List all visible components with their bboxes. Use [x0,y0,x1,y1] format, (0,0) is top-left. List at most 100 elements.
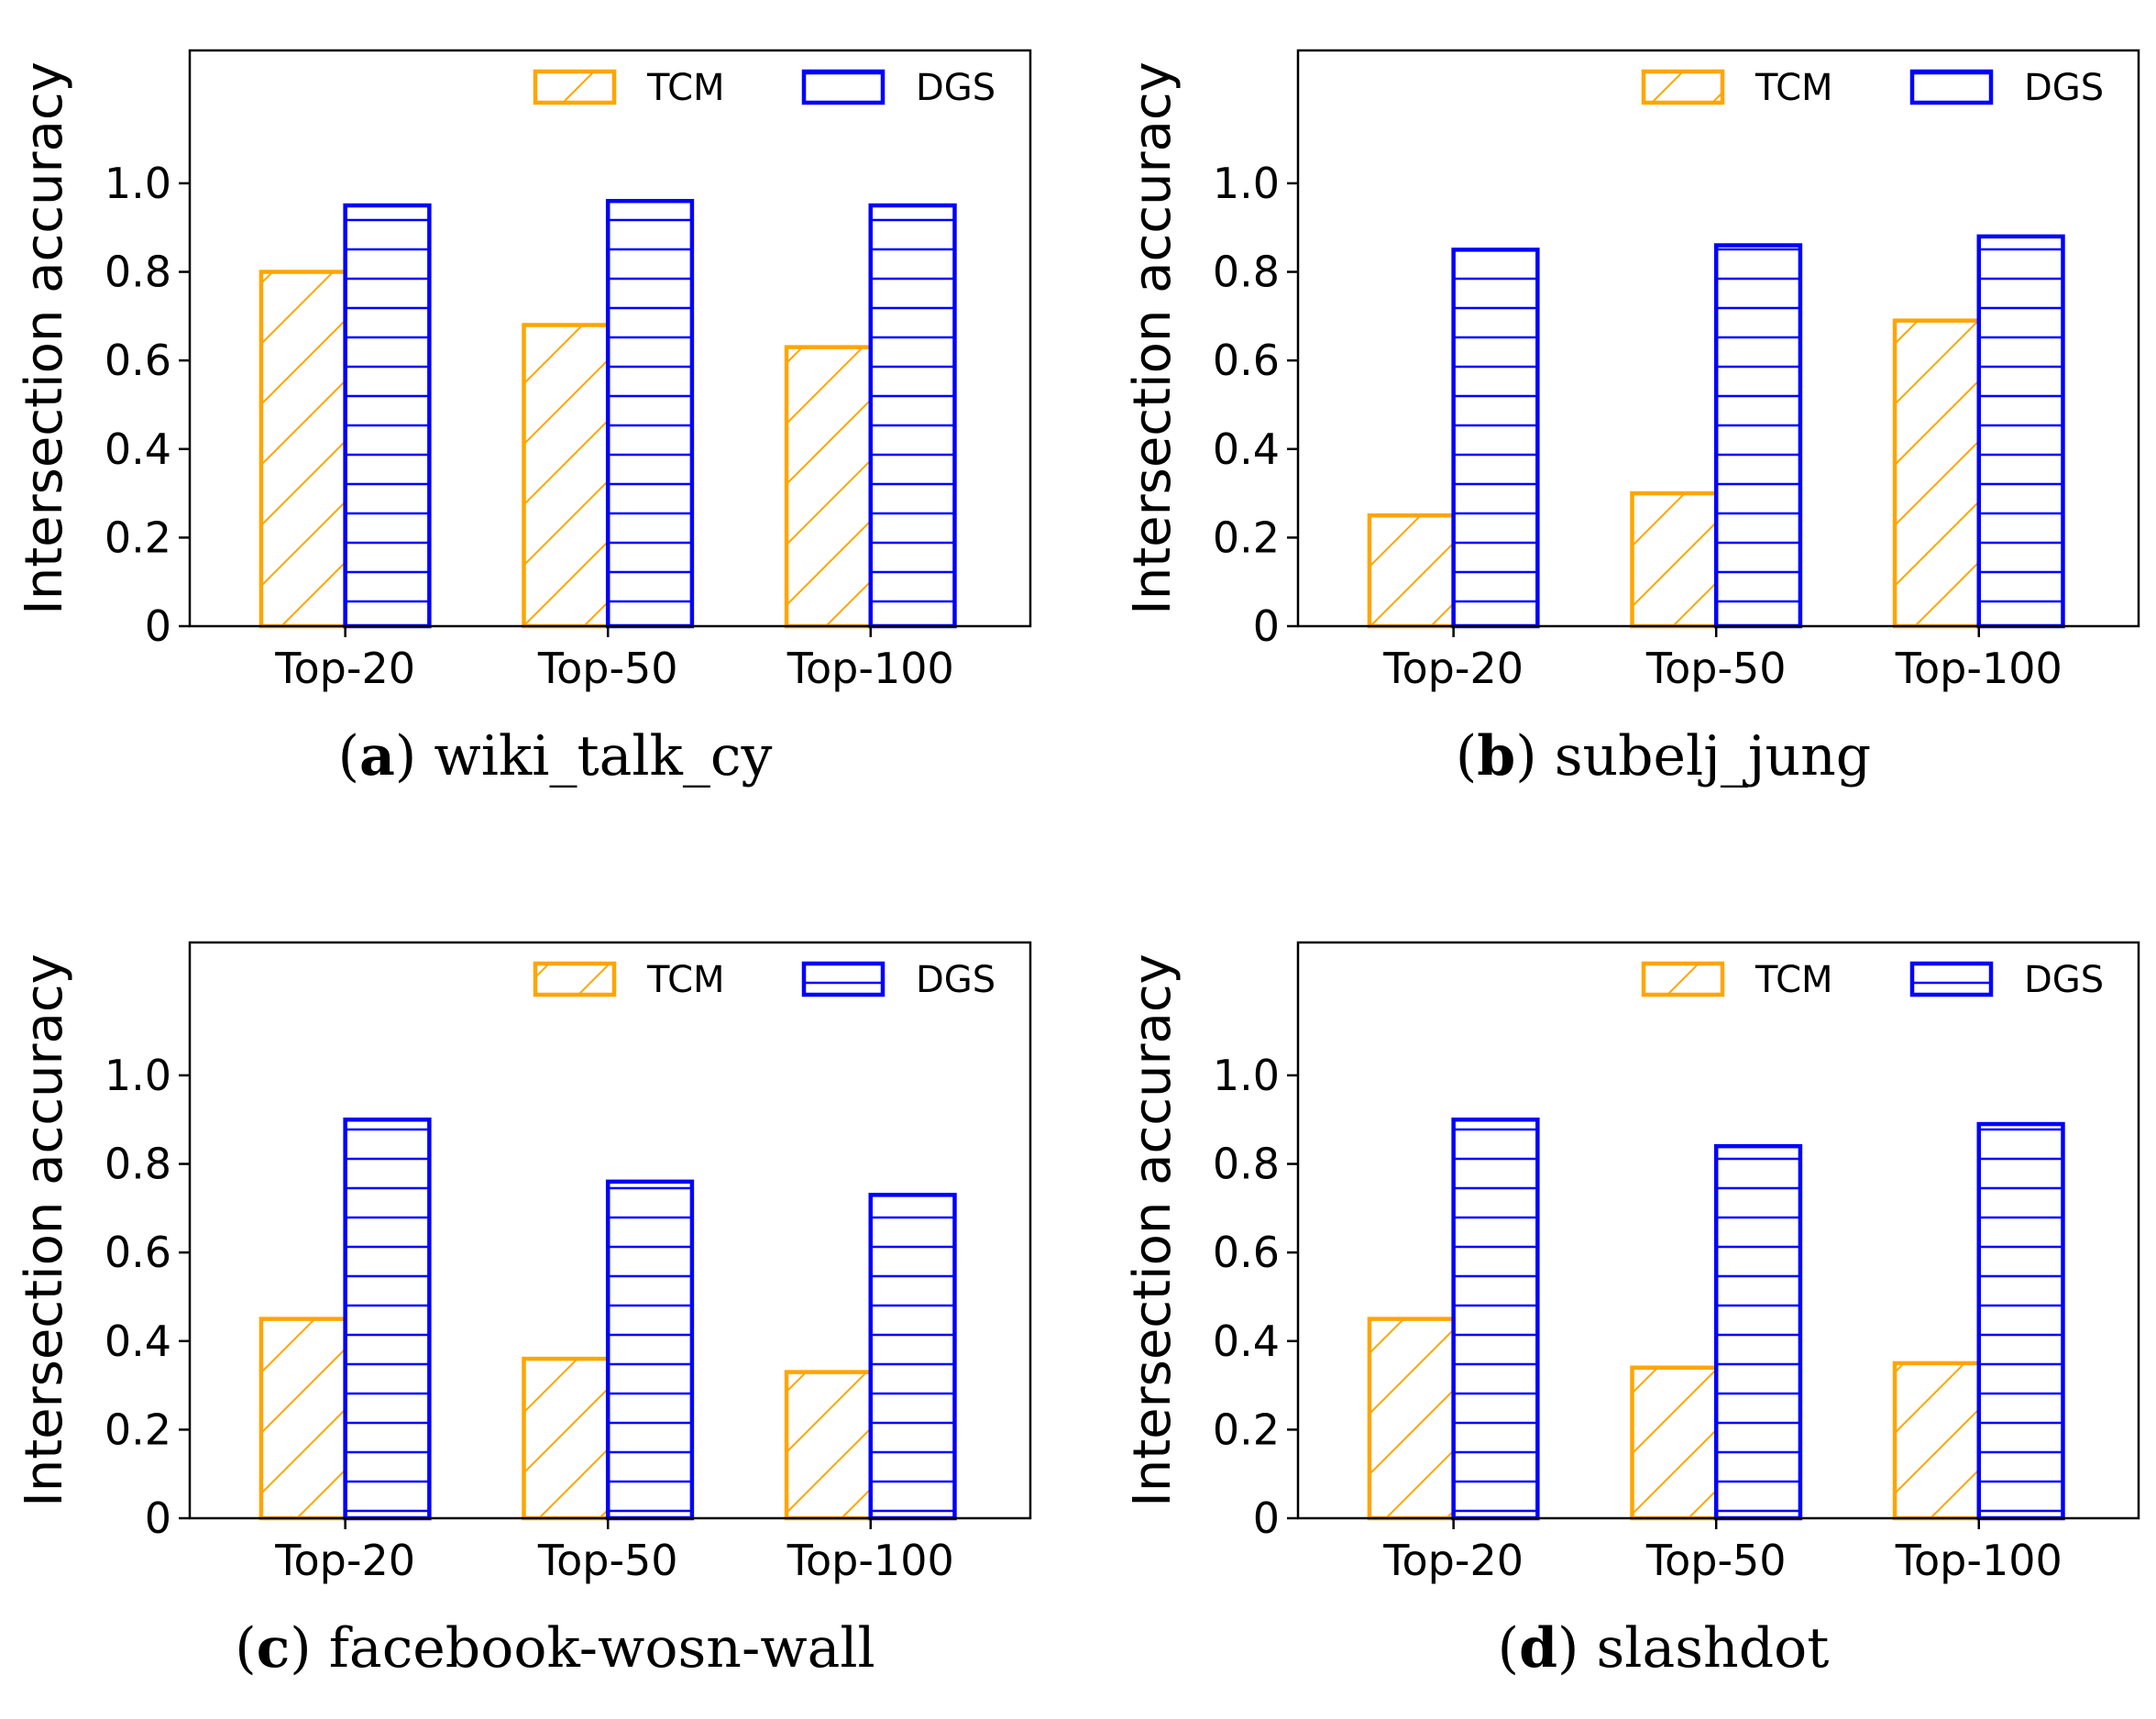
chart-panel-a: 0 0.2 0.4 0.6 0.8 1.0 Intersection accuracy Top… [15,49,1032,788]
caption-dataset-name: wiki_talk_cy [434,724,772,788]
x-tick-label: Top-100 [1895,1536,2062,1585]
bar-tcm-top-50 [1630,1365,1719,1521]
y-tick-label: 0.4 [104,1317,171,1366]
y-axis-title: Intersection accuracy [1123,953,1182,1507]
subfigure-caption: (a) wiki_talk_cy [338,724,773,788]
legend-swatch-tcm [1641,961,1725,997]
legend-label-dgs: DGS [916,67,996,109]
y-tick-label: 0.2 [1213,1405,1280,1454]
y-tick-label: 0.6 [1213,336,1280,385]
chart-panel-b: 0 0.2 0.4 0.6 0.8 1.0 Intersection accuracy Top… [1123,49,2140,788]
x-tick-label: Top-100 [786,644,954,693]
y-tick-label: 0.2 [104,512,171,562]
x-tick-label: Top-100 [1895,644,2062,693]
y-tick-label: 0.6 [1213,1228,1280,1277]
bar-tcm-top-50 [522,1356,610,1521]
x-tick-label: Top-100 [786,1536,954,1585]
bar-tcm-top-100 [784,1370,874,1521]
y-tick-label: 0.4 [1213,1317,1280,1366]
x-tick-label: Top-50 [537,644,678,693]
caption-letter: c [257,1616,291,1680]
chart-panel-c: 0 0.2 0.4 0.6 0.8 1.0 Intersection accuracy Top… [15,941,1032,1680]
bar-tcm-top-20 [258,1317,347,1521]
y-axis-title: Intersection accuracy [15,953,74,1507]
y-tick-label: 0.4 [1213,424,1280,474]
y-axis-title: Intersection accuracy [1123,61,1182,615]
caption-letter: a [359,724,395,788]
y-tick-label: 0.6 [104,1228,171,1277]
legend-swatch-dgs [801,961,886,997]
bar-dgs-top-100 [1976,1121,2065,1521]
legend-swatch-dgs [1909,961,1994,997]
legend-label-dgs: DGS [916,959,996,1001]
y-tick-label: 0.8 [1213,248,1280,297]
legend-label-dgs: DGS [2024,959,2104,1001]
x-tick-label: Top-20 [274,644,415,693]
subfigure-caption: (b) subelj_jung [1456,724,1871,788]
axes-frame [1296,941,2140,1520]
y-tick-label: 0.2 [104,1405,171,1454]
bar-tcm-top-20 [1367,512,1456,629]
legend-label-dgs: DGS [2024,67,2104,109]
bar-tcm-top-50 [522,323,610,629]
x-tick-label: Top-20 [1382,644,1524,693]
y-tick-label: 1.0 [1213,1051,1280,1100]
bar-dgs-top-50 [605,198,695,629]
chart-panel-d: 0 0.2 0.4 0.6 0.8 1.0 Intersection accuracy Top… [1123,941,2140,1680]
x-tick-label: Top-50 [1645,1536,1787,1585]
caption-dataset-name: facebook-wosn-wall [329,1616,875,1680]
x-tick-label: Top-50 [1645,644,1787,693]
bar-dgs-top-20 [343,1117,432,1521]
legend-label-tcm: TCM [1754,959,1833,1001]
bar-tcm-top-100 [1892,1361,1982,1521]
bar-dgs-top-100 [868,203,957,629]
bar-tcm-top-20 [258,270,347,629]
subfigure-caption: (d) slashdot [1498,1616,1830,1680]
legend: TCM DGS [533,959,996,1001]
y-axis-title: Intersection accuracy [15,61,74,615]
y-tick-label: 1.0 [1213,159,1280,208]
caption-dataset-name: subelj_jung [1555,724,1871,788]
y-tick-label: 0 [145,1493,171,1543]
x-tick-label: Top-20 [274,1536,415,1585]
y-tick-label: 0.8 [104,1140,171,1189]
bar-dgs-top-100 [1976,234,2065,629]
y-tick-label: 0 [1253,1493,1280,1543]
legend-swatch-dgs [801,69,886,105]
bar-dgs-top-20 [1451,248,1540,629]
caption-letter: b [1477,724,1515,788]
y-tick-label: 0 [1253,601,1280,651]
legend-label-tcm: TCM [646,959,725,1001]
bar-dgs-top-100 [868,1193,957,1521]
bar-tcm-top-100 [1892,318,1982,629]
bar-dgs-top-20 [343,203,432,629]
legend-label-tcm: TCM [1754,67,1833,109]
y-tick-label: 0.8 [1213,1140,1280,1189]
axes-frame [188,941,1032,1520]
y-tick-label: 1.0 [104,1051,171,1100]
y-tick-label: 0 [145,601,171,651]
y-tick-label: 0.4 [104,424,171,474]
legend: TCM DGS [1641,67,2104,109]
axes-frame [188,49,1032,628]
x-tick-label: Top-50 [537,1536,678,1585]
legend: TCM DGS [1641,959,2104,1001]
bar-tcm-top-50 [1630,490,1719,629]
bar-dgs-top-50 [1713,1143,1803,1521]
x-tick-label: Top-20 [1382,1536,1524,1585]
bar-dgs-top-20 [1451,1117,1540,1521]
y-tick-label: 0.2 [1213,512,1280,562]
bar-dgs-top-50 [1713,243,1803,629]
y-tick-label: 0.8 [104,248,171,297]
bar-dgs-top-50 [605,1179,695,1521]
subfigure-caption: (c) facebook-wosn-wall [235,1616,874,1680]
legend-swatch-tcm [1641,69,1725,105]
legend-swatch-dgs [1909,69,1994,105]
y-tick-label: 1.0 [104,159,171,208]
legend: TCM DGS [533,67,996,109]
legend-swatch-tcm [533,69,617,105]
caption-dataset-name: slashdot [1597,1616,1830,1680]
bar-tcm-top-100 [784,345,874,629]
y-tick-label: 0.6 [104,336,171,385]
